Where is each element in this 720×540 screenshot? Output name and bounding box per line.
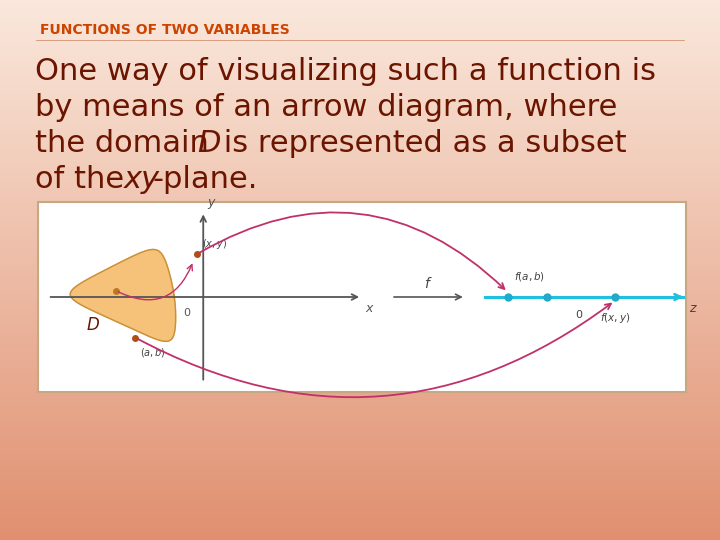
Polygon shape <box>71 249 176 341</box>
Text: $y$: $y$ <box>207 197 217 211</box>
Text: -plane.: -plane. <box>153 165 258 194</box>
Text: by means of an arrow diagram, where: by means of an arrow diagram, where <box>35 93 617 123</box>
Text: $0$: $0$ <box>184 306 192 318</box>
Text: $z$: $z$ <box>689 302 698 315</box>
Text: One way of visualizing such a function is: One way of visualizing such a function i… <box>35 57 656 86</box>
Text: xy: xy <box>124 165 160 194</box>
Text: the domain: the domain <box>35 130 219 159</box>
Text: $f(x,y)$: $f(x,y)$ <box>600 311 630 325</box>
Text: $(x, y)$: $(x, y)$ <box>202 237 228 251</box>
Text: $f$: $f$ <box>424 276 433 291</box>
Text: $D$: $D$ <box>86 316 100 334</box>
Text: FUNCTIONS OF TWO VARIABLES: FUNCTIONS OF TWO VARIABLES <box>40 23 289 37</box>
Text: of the: of the <box>35 165 134 194</box>
Text: $x$: $x$ <box>365 302 375 315</box>
Text: $(a, b)$: $(a, b)$ <box>140 346 166 360</box>
Text: $f(a,b)$: $f(a,b)$ <box>514 270 545 283</box>
Text: is represented as a subset: is represented as a subset <box>214 130 626 159</box>
Bar <box>38 202 686 392</box>
Text: D: D <box>197 130 220 159</box>
Text: $0$: $0$ <box>575 308 583 320</box>
